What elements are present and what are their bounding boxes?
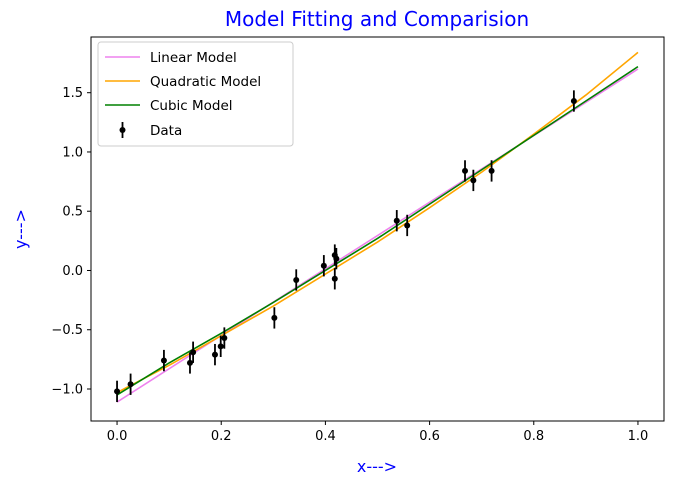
legend-label-linear-model: Linear Model xyxy=(150,50,237,66)
data-point xyxy=(190,341,197,363)
data-point xyxy=(470,169,477,192)
data-point xyxy=(404,214,411,237)
data-point xyxy=(217,335,224,357)
y-tick-label: −0.5 xyxy=(51,323,83,338)
data-point xyxy=(114,380,121,403)
legend-label-cubic-model: Cubic Model xyxy=(150,98,233,114)
data-marker xyxy=(404,222,411,229)
data-marker xyxy=(221,335,228,342)
data-point xyxy=(211,343,218,366)
legend-box xyxy=(97,41,294,147)
y-tick-label: 0.0 xyxy=(62,264,83,279)
x-axis-ticks: 0.0 0.2 0.4 0.6 0.8 1.0 xyxy=(107,421,649,444)
data-marker xyxy=(470,177,477,184)
data-point xyxy=(393,210,400,232)
data-point xyxy=(320,255,327,277)
data-marker xyxy=(186,359,193,366)
x-tick-label: 0.0 xyxy=(107,429,128,444)
data-marker xyxy=(320,262,327,269)
x-tick-label: 0.8 xyxy=(523,429,544,444)
legend-swatch-data xyxy=(119,122,126,138)
data-marker xyxy=(271,314,278,321)
data-point xyxy=(462,160,469,182)
y-axis-label: y---> xyxy=(11,209,30,249)
y-tick-label: 1.0 xyxy=(62,145,83,160)
data-marker xyxy=(488,167,495,174)
y-axis-ticks: −1.0 −0.5 0.0 0.5 1.0 1.5 xyxy=(51,86,91,398)
x-tick-label: 0.6 xyxy=(419,429,440,444)
data-marker xyxy=(331,275,338,282)
data-marker xyxy=(293,276,300,283)
data-marker xyxy=(393,217,400,224)
data-marker xyxy=(333,255,340,262)
data-point xyxy=(271,307,278,329)
data-marker xyxy=(211,351,218,358)
data-marker xyxy=(462,167,469,174)
data-point xyxy=(186,352,193,374)
data-point xyxy=(331,268,338,290)
data-point xyxy=(160,349,167,372)
data-point xyxy=(333,247,340,270)
data-marker xyxy=(127,381,134,388)
series-line-cubic-model xyxy=(116,65,639,396)
y-tick-label: 1.5 xyxy=(62,86,83,101)
legend-label-quadratic-model: Quadratic Model xyxy=(150,74,261,90)
series-line-quadratic-model xyxy=(116,51,639,394)
data-marker xyxy=(190,349,197,356)
x-axis-label: x---> xyxy=(357,457,397,476)
data-point xyxy=(127,373,134,395)
data-point xyxy=(221,327,228,349)
data-point xyxy=(570,90,577,112)
data-marker xyxy=(114,388,121,395)
x-tick-label: 0.2 xyxy=(211,429,232,444)
y-tick-label: −1.0 xyxy=(51,383,83,398)
plot-area-frame xyxy=(90,36,665,422)
legend: Linear Model Quadratic Model Cubic Model… xyxy=(97,41,294,147)
data-marker xyxy=(217,343,224,350)
data-marker xyxy=(570,98,577,104)
data-marker xyxy=(160,357,167,364)
legend-label-data: Data xyxy=(150,123,182,139)
series-layer xyxy=(116,51,639,403)
data-point xyxy=(293,269,300,291)
x-tick-label: 0.4 xyxy=(315,429,336,444)
data-points-layer xyxy=(114,90,577,403)
y-tick-label: 0.5 xyxy=(62,205,83,220)
data-point xyxy=(488,160,495,182)
chart-title: Model Fitting and Comparision xyxy=(225,7,529,31)
x-tick-label: 1.0 xyxy=(628,429,649,444)
